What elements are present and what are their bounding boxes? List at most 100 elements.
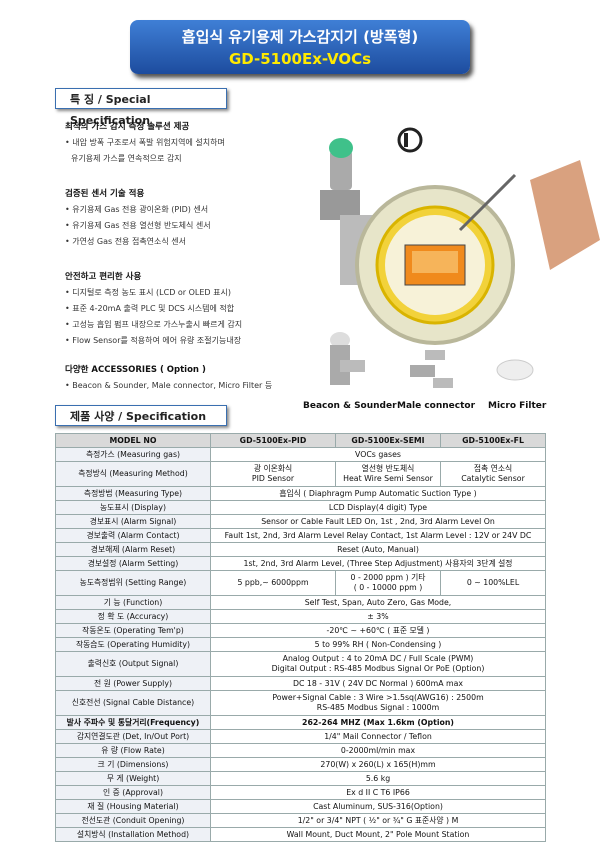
title: 흡입식 유기용제 가스감지기 (방폭형) [181,28,419,46]
row-label: 농도측정범위 (Setting Range) [55,570,211,596]
spec-cell: Fault 1st, 2nd, 3rd Alarm Level Relay Co… [210,528,546,543]
feature-item: • Flow Sensor를 적용하여 에어 유량 조절기능내장 [65,336,242,345]
header-cell: GD-5100Ex-SEMI [335,433,441,448]
feature-group: 최적의 가스 감지 측정 솔루션 제공 • 내압 방폭 구조로서 폭발 위험지역에… [65,120,325,167]
spec-row: 유 량 (Flow Rate) 0-2000ml/min max [55,743,546,758]
row-label: 인 증 (Approval) [55,785,211,800]
spec-cell: 262-264 MHZ (Max 1.6km (Option) [210,715,546,730]
spec-row: 경보설정 (Alarm Setting) 1st, 2nd, 3rd Alarm … [55,556,546,571]
spec-cell: Cast Aluminum, SUS-316(Option) [210,799,546,814]
spec-cell: 0-2000ml/min max [210,743,546,758]
row-label: 신호전선 (Signal Cable Distance) [55,690,211,716]
feature-list: 최적의 가스 감지 측정 솔루션 제공 • 내압 방폭 구조로서 폭발 위험지역에… [65,120,325,394]
row-label: 농도표시 (Display) [55,500,211,515]
feature-title: 안전하고 편리한 사용 [65,272,142,282]
spec-cell: 열선형 반도체식 Heat Wire Semi Sensor [335,461,441,487]
accessory-label: Beacon & Sounder [303,401,397,411]
row-label: 전선도관 (Conduit Opening) [55,813,211,828]
model: GD-5100Ex-VOCs [228,50,372,68]
spec-row: 감지연결도관 (Det, In/Out Port) 1/4" Mail Conne… [55,729,546,744]
accessory-label: Male connector [397,401,476,411]
row-label: 측정방법 (Measuring Type) [55,486,211,501]
row-label: 기 능 (Function) [55,595,211,610]
header-cell: GD-5100Ex-FL [440,433,546,448]
spec-cell: 270(W) x 260(L) x 165(H)mm [210,757,546,772]
spec-row: 재 질 (Housing Material) Cast Aluminum, SUS… [55,799,546,814]
spec-cell: 접촉 연소식 Catalytic Sensor [440,461,546,487]
spec-row: 측정방식 (Measuring Method) 광 이온화식 PID Sensor 열… [55,461,546,487]
spec-row: 경보표시 (Alarm Signal) Sensor or Cable Fault… [55,514,546,529]
spec-row: 전 원 (Power Supply) DC 18 - 31V ( 24V DC N… [55,676,546,691]
spec-cell: ± 3% [210,609,546,624]
spec-cell: 0 - 2000 ppm ) 기타( 0 - 10000 ppm ) [335,570,441,596]
row-label: 무 게 (Weight) [55,771,211,786]
feature-title: 검증된 센서 기술 적용 [65,189,145,199]
cell-line: Digital Output : RS-485 Modbus Signal Or… [271,664,485,673]
row-label: 감지연결도관 (Det, In/Out Port) [55,729,211,744]
cell-line: ( 0 - 10000 ppm ) [353,583,423,592]
spec-row: 측정가스 (Measuring gas) VOCs gases [55,447,546,462]
row-label: 설치방식 (Installation Method) [55,827,211,842]
spec-cell: Ex d II C T6 IP66 [210,785,546,800]
spec-cell: 흡입식 ( Diaphragm Pump Automatic Suction T… [210,486,546,501]
spec-row: 경보해제 (Alarm Reset) Reset (Auto, Manual) [55,542,546,557]
feature-item: • 디지털로 측정 농도 표시 (LCD or OLED 표시) [65,288,231,297]
row-label: 경보해제 (Alarm Reset) [55,542,211,557]
feature-item: • 가연성 Gas 전용 접촉연소식 센서 [65,237,187,246]
row-label: 크 기 (Dimensions) [55,757,211,772]
feature-item: • 내압 방폭 구조로서 폭발 위험지역에 설치하며 [65,138,225,147]
row-label: 발사 주파수 및 통달거리(Frequency) [55,715,211,730]
spec-row: 신호전선 (Signal Cable Distance) Power+Signal… [55,690,546,716]
cell-line: RS-485 Modbus Signal : 1000m [316,703,440,712]
spec-cell: 5 ppb,~ 6000ppm [210,570,336,596]
spec-cell: 1st, 2nd, 3rd Alarm Level, (Three Step A… [210,556,546,571]
feature-item: • 고성능 흡입 펌프 내장으로 가스누출시 빠르게 감지 [65,320,243,329]
spec-row: 발사 주파수 및 통달거리(Frequency) 262-264 MHZ (Max… [55,715,546,730]
cell-line: Power+Signal Cable : 3 Wire >1.5sq(AWG16… [272,693,484,702]
spec-cell: 1/4" Mail Connector / Teflon [210,729,546,744]
spec-cell: VOCs gases [210,447,546,462]
spec-cell: Power+Signal Cable : 3 Wire >1.5sq(AWG16… [210,690,546,716]
feature-item: • 유기용제 Gas 전용 열선형 반도체식 센서 [65,221,211,230]
product-image [320,127,600,388]
spec-cell: 광 이온화식 PID Sensor [210,461,336,487]
row-label: 측정방식 (Measuring Method) [55,461,211,487]
row-label: 경보설정 (Alarm Setting) [55,556,211,571]
spec-row: 기 능 (Function) Self Test, Span, Auto Zero… [55,595,546,610]
cell-line: Analog Output : 4 to 20mA DC / Full Scal… [282,654,474,663]
cell-line: Catalytic Sensor [461,474,525,483]
spec-row: 경보출력 (Alarm Contact) Fault 1st, 2nd, 3rd … [55,528,546,543]
row-label: 작동온도 (Operating Tem'p) [55,623,211,638]
kc-mark [397,127,423,153]
feature-group: 안전하고 편리한 사용 • 디지털로 측정 농도 표시 (LCD or OLED … [65,270,325,349]
feature-item: • Beacon & Sounder, Male connector, Micr… [65,381,273,390]
feature-group: 검증된 센서 기술 적용 • 유기용제 Gas 전용 광이온화 (PID) 센서 •… [65,187,325,250]
row-label: 전 원 (Power Supply) [55,676,211,691]
feature-item: • 표준 4-20mA 출력 PLC 및 DCS 시스템에 적합 [65,304,235,313]
spec-cell: Sensor or Cable Fault LED On, 1st , 2nd,… [210,514,546,529]
feature-group: 다양한 ACCESSORIES ( Option ) • Beacon & Sou… [65,363,325,394]
spec-row: 크 기 (Dimensions) 270(W) x 260(L) x 165(H)… [55,757,546,772]
spec-row: 측정방법 (Measuring Type) 흡입식 ( Diaphragm Pum… [55,486,546,501]
feature-item: • 유기용제 Gas 전용 광이온화 (PID) 센서 [65,205,209,214]
cell-line: 열선형 반도체식 [361,464,415,473]
spec-cell: 1/2" or 3/4" NPT ( ½" or ¾" G 표준사양 ) M [210,813,546,828]
row-label: 출력신호 (Output Signal) [55,651,211,677]
spec-cell: DC 18 - 31V ( 24V DC Normal ) 600mA max [210,676,546,691]
cell-line: Heat Wire Semi Sensor [343,474,433,483]
spec-row: 농도측정범위 (Setting Range) 5 ppb,~ 6000ppm 0 -… [55,570,546,596]
spec-row: 농도표시 (Display) LCD Display(4 digit) Type [55,500,546,515]
title-banner: 흡입식 유기용제 가스감지기 (방폭형) GD-5100Ex-VOCs [130,20,470,74]
feature-item: 유기용제 가스를 연속적으로 감지 [71,154,182,163]
spec-cell: 5.6 kg [210,771,546,786]
row-label: 유 량 (Flow Rate) [55,743,211,758]
spec-cell: 0 ~ 100%LEL [440,570,546,596]
row-label: 경보출력 (Alarm Contact) [55,528,211,543]
row-label: 작동습도 (Operating Humidity) [55,637,211,652]
spec-cell: 5 to 99% RH ( Non-Condensing ) [210,637,546,652]
spec-cell: LCD Display(4 digit) Type [210,500,546,515]
feature-title: 최적의 가스 감지 측정 솔루션 제공 [65,122,190,132]
row-label: 경보표시 (Alarm Signal) [55,514,211,529]
header-cell: MODEL NO [55,433,211,448]
